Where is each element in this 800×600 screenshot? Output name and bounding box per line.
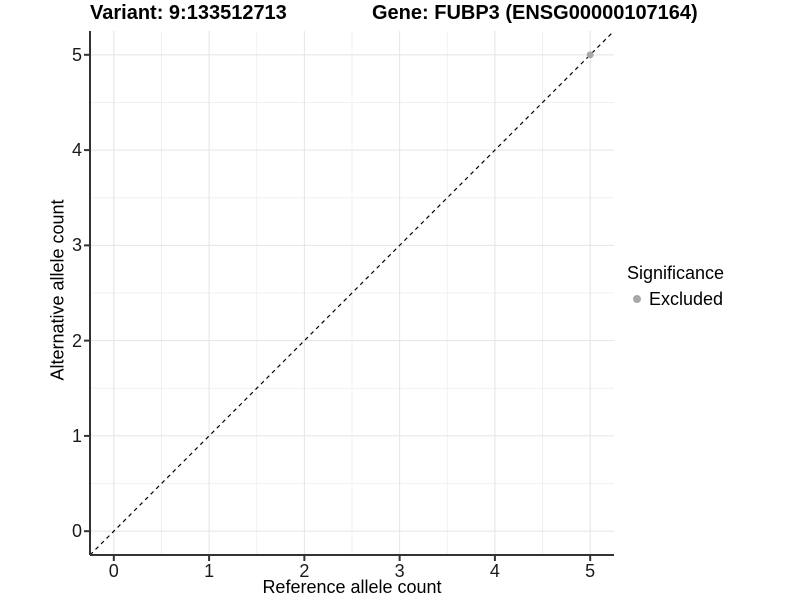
y-tick-label: 4 (71, 140, 82, 161)
y-tick-label: 5 (71, 44, 82, 65)
x-tick-label: 0 (108, 561, 119, 581)
x-tick-label: 1 (204, 561, 215, 581)
legend-entry: Excluded (627, 288, 724, 310)
y-tick-label: 1 (71, 425, 82, 446)
data-point-excluded (586, 51, 594, 59)
y-tick-label: 3 (71, 235, 82, 256)
legend-entry-label: Excluded (649, 289, 724, 309)
plot-title-variant: Variant: 9:133512713 (90, 2, 287, 24)
legend-entries: Excluded (627, 288, 724, 310)
legend-point-icon (633, 295, 641, 303)
legend: Significance Excluded (627, 262, 724, 310)
x-axis-title: Reference allele count (262, 577, 442, 597)
y-tick-label: 0 (71, 521, 82, 542)
plot-title-gene: Gene: FUBP3 (ENSG00000107164) (372, 2, 698, 24)
x-tick-label: 5 (585, 561, 596, 581)
legend-title: Significance (627, 263, 725, 283)
y-tick-label: 2 (71, 330, 82, 351)
x-tick-label: 2 (299, 561, 310, 581)
x-tick-label: 3 (394, 561, 405, 581)
x-tick-label: 4 (489, 561, 500, 581)
y-axis-title: Alternative allele count (47, 199, 68, 381)
plot-panel (84, 30, 615, 561)
identity-line (89, 30, 615, 556)
